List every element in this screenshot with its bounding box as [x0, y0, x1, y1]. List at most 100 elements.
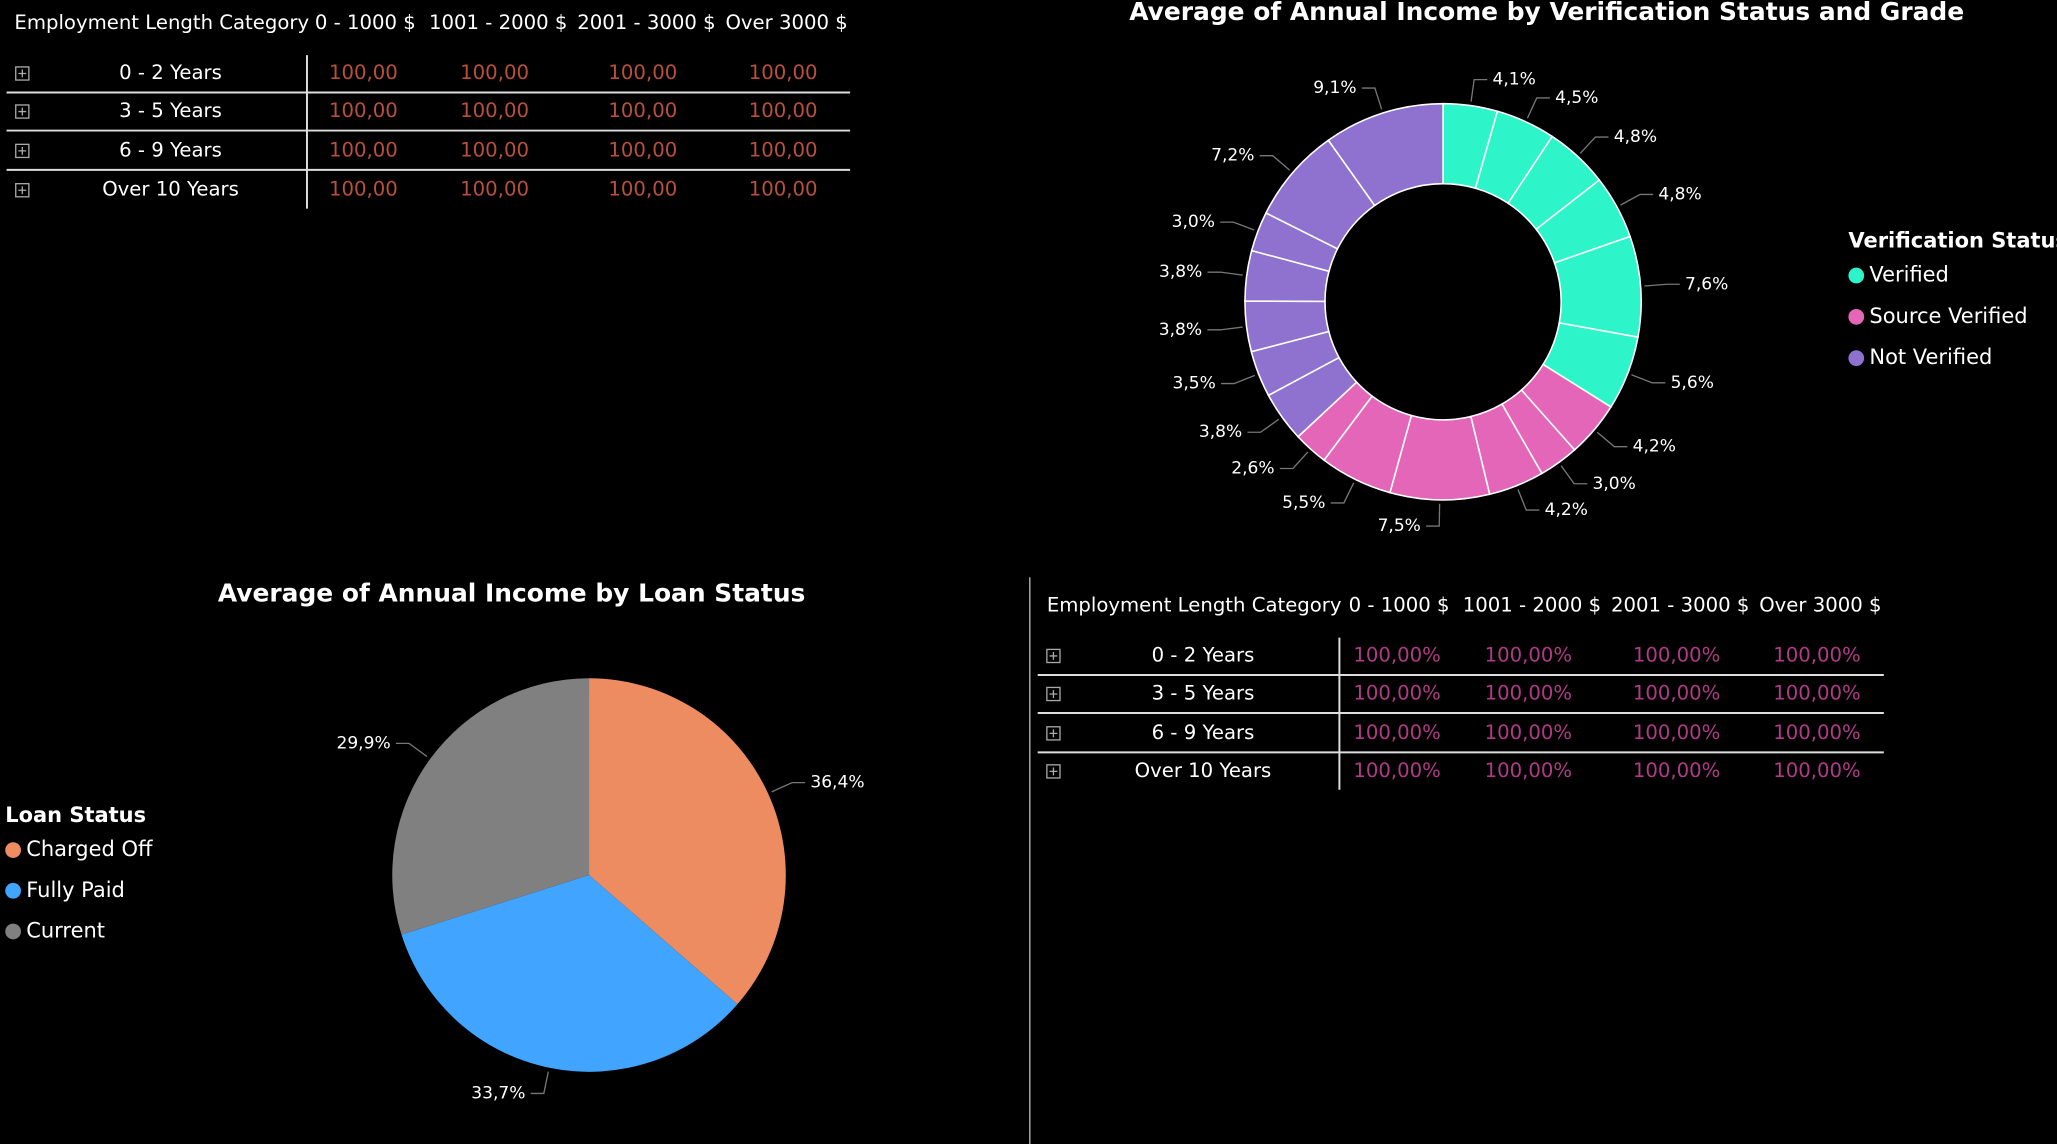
legend-dot: [1848, 267, 1865, 284]
data-label: 3,8%: [1159, 262, 1202, 282]
column-header: 0 - 1000 $: [1349, 594, 1450, 617]
data-label: 4,1%: [1493, 70, 1536, 90]
column-header: 1001 - 2000 $: [429, 11, 567, 34]
cell-value: 100,00%: [1353, 682, 1440, 705]
legend-label: Source Verified: [1869, 304, 2027, 328]
legend-label: Fully Paid: [26, 878, 125, 902]
leader-line: [1470, 78, 1488, 102]
expand-plus: [1049, 729, 1058, 738]
leader-line: [1207, 271, 1243, 276]
data-label: 7,6%: [1685, 274, 1728, 294]
leader-line: [530, 1071, 549, 1095]
expand-plus: [18, 69, 27, 78]
leader-line: [1560, 465, 1588, 485]
leader-line: [1426, 503, 1441, 527]
data-label: 33,7%: [471, 1083, 525, 1103]
legend-label: Verified: [1869, 263, 1948, 287]
leader-line: [1526, 97, 1550, 119]
expand-plus: [18, 146, 27, 155]
cell-value: 100,00: [460, 61, 529, 84]
cell-value: 100,00: [608, 61, 677, 84]
cell-value: 100,00%: [1353, 721, 1440, 744]
legend-title: Verification Status: [1848, 228, 2057, 252]
expand-icon: [15, 66, 30, 81]
data-label: 3,0%: [1593, 474, 1636, 494]
column-header: Over 3000 $: [725, 11, 847, 34]
row-label: 6 - 9 Years: [1152, 721, 1255, 744]
legend-dot: [1848, 350, 1865, 367]
leader-line: [1279, 451, 1309, 470]
expand-icon: [15, 104, 30, 119]
data-label: 9,1%: [1313, 78, 1356, 98]
leader-line: [395, 742, 428, 758]
pie-slice: [401, 875, 738, 1072]
expand-plus: [1049, 652, 1058, 660]
legend-label: Not Verified: [1869, 345, 1992, 369]
cell-value: 100,00%: [1485, 759, 1572, 782]
cell-value: 100,00%: [1633, 759, 1720, 782]
leader-line: [1221, 374, 1256, 385]
column-header: 2001 - 3000 $: [1611, 594, 1749, 617]
legend-dot: [1848, 308, 1865, 325]
row-label: 3 - 5 Years: [119, 99, 222, 122]
column-header: Over 3000 $: [1759, 594, 1881, 617]
legend-dot: [5, 882, 21, 899]
leader-line: [771, 781, 806, 793]
pie-slice: [392, 678, 590, 935]
cell-value: 100,00: [608, 178, 677, 201]
legend-label: Charged Off: [26, 837, 153, 861]
expand-plus: [1049, 690, 1058, 698]
cell-value: 100,00: [608, 99, 677, 122]
data-label: 4,8%: [1658, 184, 1701, 204]
cell-value: 100,00%: [1633, 643, 1720, 666]
data-label: 4,5%: [1555, 88, 1598, 108]
cell-value: 100,00: [460, 138, 529, 161]
leader-line: [1631, 374, 1666, 384]
data-label: 7,2%: [1211, 146, 1254, 166]
cell-value: 100,00%: [1485, 682, 1572, 705]
chart-title: Average of Annual Income by Verification…: [1129, 0, 1964, 26]
cell-value: 100,00: [749, 138, 818, 161]
expand-icon: [1046, 726, 1061, 741]
cell-value: 100,00: [329, 99, 398, 122]
leader-line: [1361, 87, 1383, 110]
cell-value: 100,00: [749, 61, 818, 84]
column-header: 1001 - 2000 $: [1463, 594, 1601, 617]
column-header: 0 - 1000 $: [315, 11, 416, 34]
row-label: 6 - 9 Years: [119, 138, 222, 161]
legend-label: Current: [26, 918, 105, 942]
cell-value: 100,00%: [1633, 721, 1720, 744]
cell-value: 100,00%: [1485, 721, 1572, 744]
column-header: Employment Length Category: [14, 11, 309, 34]
row-label: 0 - 2 Years: [119, 61, 222, 84]
expand-plus: [18, 107, 27, 116]
column-header: Employment Length Category: [1047, 594, 1342, 617]
cell-value: 100,00%: [1773, 759, 1860, 782]
legend-dot: [5, 923, 21, 940]
cell-value: 100,00: [460, 178, 529, 201]
data-label: 3,0%: [1172, 212, 1215, 232]
data-label: 5,6%: [1671, 373, 1714, 393]
leader-line: [1330, 482, 1355, 504]
cell-value: 100,00: [608, 138, 677, 161]
data-label: 3,8%: [1159, 320, 1202, 340]
pie-slice: [589, 678, 786, 1005]
leader-line: [1247, 418, 1280, 433]
expand-plus: [18, 186, 27, 195]
leader-line: [1579, 136, 1609, 154]
leader-line: [1620, 193, 1654, 206]
data-label: 36,4%: [810, 773, 864, 793]
data-label: 4,2%: [1545, 500, 1588, 520]
data-label: 7,5%: [1378, 516, 1421, 536]
expand-plus: [1049, 767, 1058, 776]
cell-value: 100,00: [329, 61, 398, 84]
expand-icon: [15, 143, 30, 159]
cell-value: 100,00: [460, 99, 529, 122]
donut-segment: [1327, 102, 1444, 207]
cell-value: 100,00: [749, 99, 818, 122]
data-label: 3,5%: [1172, 374, 1215, 394]
cell-value: 100,00%: [1353, 643, 1440, 666]
expand-icon: [1046, 648, 1061, 664]
cell-value: 100,00: [749, 178, 818, 201]
row-label: 3 - 5 Years: [1152, 682, 1255, 705]
